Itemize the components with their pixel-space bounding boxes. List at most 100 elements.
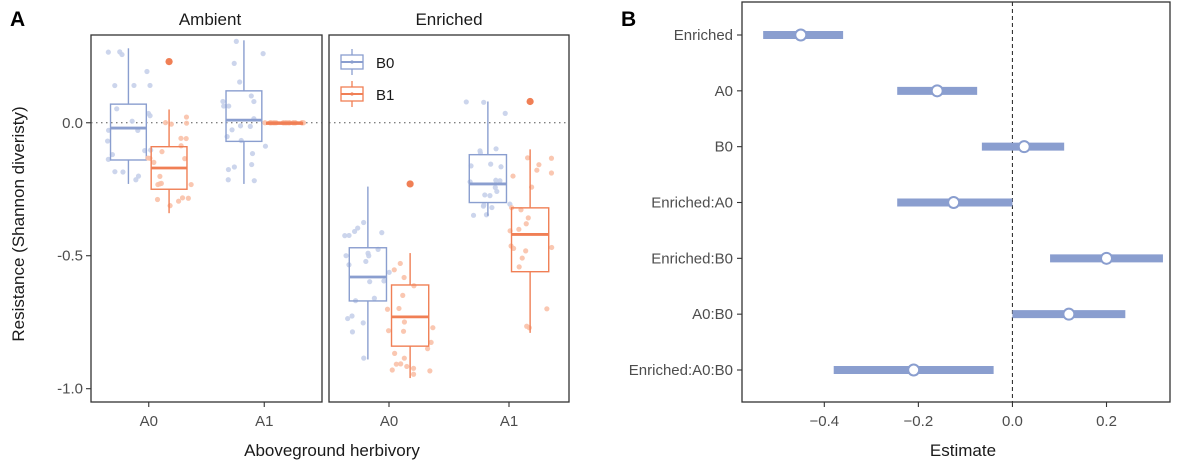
jitter-point bbox=[396, 305, 402, 312]
panel-b-letter: B bbox=[621, 8, 636, 31]
y-axis-title-a: Resistance (Shannon diveristy) bbox=[9, 106, 28, 341]
jitter-point bbox=[510, 173, 516, 179]
jitter-point bbox=[147, 82, 153, 89]
legend: B0 B1 bbox=[340, 49, 394, 107]
jitter-point bbox=[260, 51, 266, 57]
facet-panel-ambient bbox=[90, 34, 323, 403]
x-tick-label: −0.4 bbox=[809, 413, 839, 430]
x-tick-label: −0.2 bbox=[904, 413, 934, 430]
box-B0-enriched-A0 bbox=[342, 186, 392, 361]
panel-a-letter: A bbox=[10, 8, 25, 31]
term-row: A0 bbox=[715, 83, 978, 100]
x-axis-a: A0 A1 A0 A1 bbox=[140, 402, 518, 430]
legend-label: B0 bbox=[376, 55, 394, 72]
jitter-point bbox=[249, 150, 256, 157]
jitter-point bbox=[360, 320, 366, 326]
jitter-point bbox=[463, 99, 469, 105]
jitter-point bbox=[523, 221, 529, 227]
jitter-point bbox=[379, 230, 385, 236]
jitter-point bbox=[349, 313, 355, 319]
box-iqr bbox=[510, 207, 550, 273]
jitter-point bbox=[482, 192, 488, 198]
jitter-point bbox=[229, 127, 235, 133]
jitter-point bbox=[401, 355, 407, 361]
jitter-point bbox=[363, 258, 369, 265]
box-B1-ambient-A0 bbox=[145, 57, 194, 214]
facet-frame bbox=[90, 34, 323, 403]
jitter-point bbox=[343, 253, 349, 259]
x-tick-label: 0.0 bbox=[1002, 413, 1023, 430]
jitter-point bbox=[489, 204, 495, 211]
legend-entry-B1: B1 bbox=[340, 81, 394, 107]
outlier-point bbox=[526, 97, 534, 106]
jitter-point bbox=[251, 178, 257, 184]
term-row: B0 bbox=[715, 139, 1065, 156]
jitter-point bbox=[179, 195, 186, 201]
jitter-point bbox=[104, 138, 111, 144]
x-tick-label: A1 bbox=[255, 413, 273, 430]
jitter-point bbox=[404, 363, 410, 370]
jitter-point bbox=[361, 219, 367, 226]
jitter-point bbox=[548, 155, 555, 161]
box-iqr bbox=[109, 103, 148, 161]
jitter-point bbox=[385, 328, 392, 334]
estimate-point bbox=[930, 84, 944, 98]
jitter-point bbox=[183, 120, 190, 126]
jitter-point bbox=[349, 329, 356, 335]
jitter-point bbox=[493, 146, 499, 152]
box-iqr bbox=[225, 90, 263, 143]
box-B1-enriched-A1 bbox=[507, 97, 555, 333]
jitter-point bbox=[144, 68, 150, 75]
term-label: Enriched:B0 bbox=[651, 250, 733, 267]
box-iqr bbox=[468, 153, 508, 204]
term-row: Enriched:A0 bbox=[651, 195, 1013, 212]
jitter-point bbox=[131, 82, 137, 89]
jitter-point bbox=[162, 120, 169, 126]
term-label: A0:B0 bbox=[692, 306, 733, 323]
jitter-point bbox=[182, 156, 188, 162]
box-B0-ambient-A1 bbox=[220, 38, 269, 184]
jitter-point bbox=[167, 203, 173, 209]
jitter-point bbox=[247, 123, 253, 129]
y-axis-a: -1.0 -0.5 0.0 bbox=[57, 115, 91, 398]
term-label: Enriched:A0:B0 bbox=[629, 362, 733, 379]
jitter-point bbox=[159, 149, 165, 155]
jitter-point bbox=[238, 137, 244, 144]
forest-plot-panel: Enriched A0 B0 Enriched:A0 Enriched:B0 A0:B0 E… bbox=[629, 1, 1171, 430]
jitter-point bbox=[112, 82, 118, 89]
jitter-point bbox=[367, 279, 373, 285]
jitter-point bbox=[178, 143, 184, 149]
jitter-point bbox=[544, 306, 550, 312]
jitter-point bbox=[262, 143, 269, 149]
jitter-point bbox=[427, 368, 433, 374]
jitter-point bbox=[401, 319, 408, 325]
facet-title-ambient: Ambient bbox=[179, 10, 242, 29]
estimate-point bbox=[1017, 140, 1031, 154]
term-row: A0:B0 bbox=[692, 306, 1126, 323]
jitter-point bbox=[231, 164, 237, 170]
box-B0-ambient-A0 bbox=[104, 48, 154, 184]
jitter-point bbox=[157, 173, 163, 179]
box-B1-ambient-A1 bbox=[262, 120, 307, 126]
jitter-point bbox=[525, 215, 531, 221]
jitter-point bbox=[147, 113, 153, 119]
jitter-point bbox=[248, 93, 254, 99]
jitter-point bbox=[371, 295, 377, 301]
jitter-point bbox=[497, 178, 503, 184]
legend-key-point bbox=[350, 60, 354, 64]
jitter-point bbox=[151, 159, 157, 165]
jitter-point bbox=[351, 228, 358, 235]
term-row: Enriched bbox=[674, 27, 844, 44]
jitter-point bbox=[411, 283, 417, 289]
box-B0-enriched-A1 bbox=[463, 99, 513, 218]
jitter-point bbox=[430, 325, 436, 331]
jitter-point bbox=[400, 292, 406, 298]
jitter-point bbox=[391, 267, 397, 273]
jitter-point bbox=[487, 193, 493, 199]
facet-panel-enriched bbox=[328, 34, 570, 403]
jitter-point bbox=[498, 164, 504, 170]
jitter-point bbox=[342, 233, 348, 239]
jitter-point bbox=[428, 339, 434, 346]
jitter-point bbox=[145, 155, 151, 161]
estimate-point bbox=[794, 28, 808, 42]
